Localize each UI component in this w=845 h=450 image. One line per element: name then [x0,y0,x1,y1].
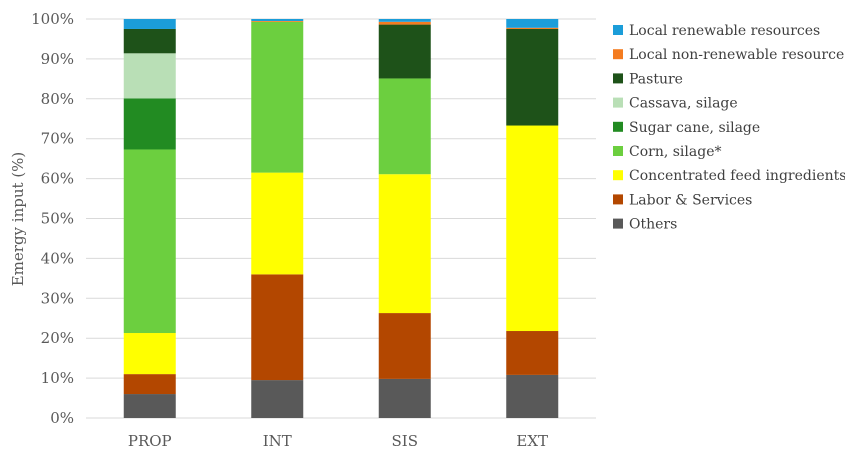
bar-segment [251,172,304,275]
x-category-label: EXT [516,432,548,450]
y-tick-label: 0% [50,409,74,427]
bar-segment [123,53,176,99]
x-category-label: INT [263,432,292,450]
legend-swatch [613,73,623,84]
legend-swatch [613,146,623,156]
legend-label: Local non-renewable resources [629,47,845,63]
bar-segment [251,380,304,418]
legend: Local renewable resources Local non-renew… [613,23,845,233]
legend-swatch [613,25,623,35]
legend-swatch [613,97,623,108]
legend-label: Corn, silage* [629,144,721,160]
legend-label: Concentrated feed ingredients** [629,168,845,184]
bar-segment [378,24,431,79]
legend-label: Others [629,217,677,233]
bar-segment [123,394,176,418]
bar-segment [378,78,431,175]
bar-segment [123,374,176,395]
y-tick-label: 40% [41,249,74,267]
bar-segment [506,27,559,29]
y-tick-label: 10% [41,369,74,387]
bar-segment [123,149,176,334]
bar-segment [506,125,559,332]
bar-segment [378,21,431,25]
legend-swatch [613,49,623,60]
legend-label: Labor & Services [629,192,752,208]
bar-segment [378,19,431,22]
legend-swatch [613,194,623,205]
bar-segment [123,333,176,375]
bar-segment [251,274,304,381]
y-tick-label: 100% [31,10,74,28]
y-tick-label: 30% [41,289,74,307]
y-axis-ticks: 0% 10% 20% 30% 40% 50% 60% 70% 80% 90% 100% [31,10,74,427]
bars [123,19,559,418]
y-tick-label: 90% [41,50,74,68]
bar-segment [506,19,559,28]
bar-segment [123,98,176,150]
bar-segment [378,313,431,379]
legend-label: Cassava, silage [629,96,738,112]
bar-segment [506,331,559,375]
y-tick-label: 60% [41,170,74,188]
legend-label: Pasture [629,71,683,87]
bar-segment [251,20,304,22]
legend-label: Sugar cane, silage [629,120,760,136]
x-category-label: SIS [392,432,418,450]
bar-segment [506,28,559,126]
legend-swatch [613,218,623,229]
legend-swatch [613,121,623,132]
bar-segment [251,21,304,173]
bar-segment [251,19,304,21]
y-axis-label: Emergy input (%) [9,152,27,287]
bar-segment [378,378,431,418]
legend-swatch [613,170,623,181]
bar-segment [123,19,176,29]
x-category-label: PROP [128,432,172,450]
y-tick-label: 50% [41,210,74,228]
legend-label: Local renewable resources [629,23,820,39]
bar-segment [378,174,431,314]
bar-segment [123,28,176,54]
bar-segment [506,374,559,418]
y-tick-label: 70% [41,130,74,148]
y-tick-label: 20% [41,329,74,347]
y-tick-label: 80% [41,90,74,108]
x-axis-categories: PROP INT SIS EXT [128,432,548,450]
